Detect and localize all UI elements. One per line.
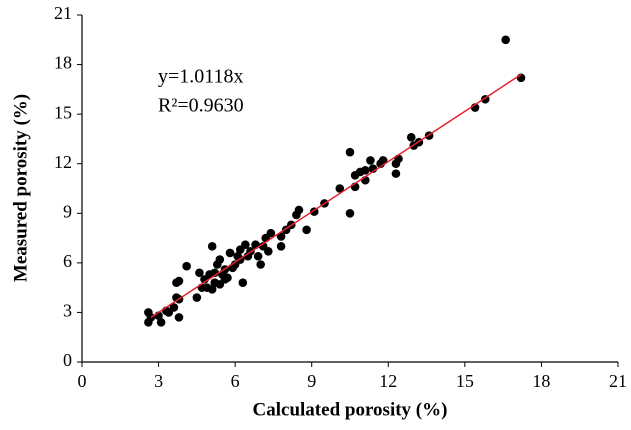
point (264, 246, 273, 256)
point (276, 242, 286, 251)
r-squared: R²=0.9630 (158, 95, 244, 117)
point (238, 278, 248, 287)
x-axis-title: Calculated porosity (%) (253, 399, 448, 420)
point (378, 156, 388, 165)
point (207, 242, 217, 251)
x-tick-label: 6 (231, 371, 240, 391)
point (253, 251, 263, 261)
equation: y=1.0118x (158, 66, 244, 88)
point (302, 225, 311, 235)
point (174, 276, 184, 286)
y-tick-label: 9 (63, 201, 72, 221)
fit-line (150, 73, 522, 319)
point (225, 248, 235, 258)
point (215, 255, 225, 264)
y-tick-label: 12 (54, 152, 72, 172)
point (174, 313, 184, 322)
x-tick-label: 21 (609, 371, 627, 391)
y-tick-label: 3 (63, 301, 72, 321)
point (251, 240, 260, 249)
point (195, 268, 204, 278)
x-tick-label: 12 (379, 371, 397, 391)
point (361, 166, 370, 175)
point (266, 228, 276, 238)
x-tick-label: 18 (532, 371, 550, 391)
point (144, 308, 153, 317)
point (256, 260, 265, 269)
point (241, 240, 250, 249)
point (345, 208, 355, 218)
y-tick-label: 18 (54, 53, 72, 73)
point (501, 35, 510, 45)
y-axis-title: Measured porosity (%) (10, 94, 31, 282)
y-tick-label: 21 (54, 3, 72, 23)
point (207, 284, 217, 294)
point (406, 132, 416, 142)
x-tick-label: 0 (78, 371, 87, 391)
point (182, 261, 191, 271)
point (276, 232, 286, 241)
y-tick-label: 0 (63, 350, 72, 370)
x-tick-label: 9 (307, 371, 316, 391)
point (156, 318, 166, 327)
x-tick-label: 15 (456, 371, 474, 391)
point (169, 303, 179, 312)
point (366, 156, 375, 165)
point (391, 169, 401, 178)
point (223, 273, 232, 283)
y-tick-label: 6 (63, 251, 72, 271)
point (345, 147, 355, 157)
point (192, 293, 202, 302)
x-tick-label: 3 (154, 371, 163, 391)
point (294, 205, 304, 215)
y-tick-label: 15 (54, 102, 72, 122)
point (335, 184, 345, 193)
